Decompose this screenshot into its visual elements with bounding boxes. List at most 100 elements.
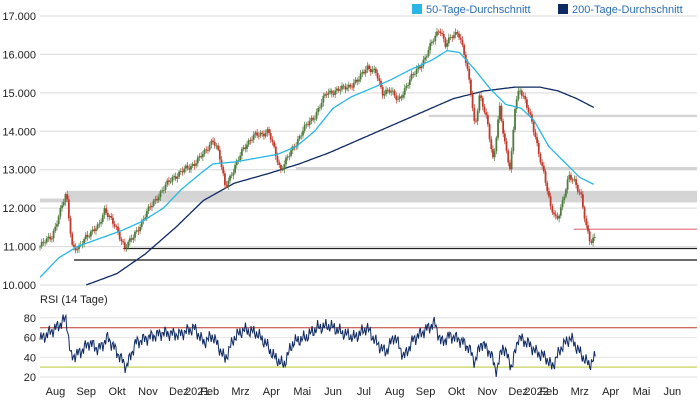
candle-body	[470, 79, 472, 95]
rsi-title: RSI (14 Tage)	[40, 294, 108, 306]
candle-body	[88, 236, 91, 238]
candle-body	[542, 165, 545, 172]
x-tick-label: Okt	[448, 386, 465, 398]
candle-body	[459, 37, 462, 40]
legend-swatch	[412, 4, 422, 14]
candle-body	[592, 237, 594, 243]
candle-body	[385, 89, 387, 95]
candle-body	[388, 89, 391, 93]
candle-body	[120, 239, 123, 242]
candle-body	[581, 194, 584, 208]
candle-body	[324, 94, 326, 96]
candle-body	[242, 147, 245, 150]
candle-body	[580, 192, 583, 195]
candle-body	[86, 234, 89, 237]
candle-body	[171, 177, 174, 182]
candle-body	[503, 133, 506, 142]
candle-body	[283, 164, 286, 170]
rsi-y-tick-label: 60	[24, 333, 36, 345]
price-y-tick-label: 11.000	[3, 242, 36, 254]
candle-body	[130, 238, 133, 240]
candle-body	[444, 38, 447, 47]
candle-body	[83, 239, 86, 245]
x-tick-label: Apr	[602, 386, 619, 398]
candle-body	[525, 99, 528, 108]
candle-body	[286, 156, 289, 158]
x-tick-label: Okt	[109, 386, 126, 398]
candle-body	[113, 223, 116, 227]
candle-body	[335, 88, 338, 91]
candle-body	[315, 112, 318, 119]
candle-body	[278, 162, 281, 165]
candle-body	[54, 226, 57, 231]
price-y-tick-label: 17.000	[2, 11, 36, 23]
candle-body	[73, 244, 75, 247]
candle-body	[515, 99, 518, 110]
candle-body	[205, 149, 208, 151]
x-tick-label: Mrz	[231, 386, 249, 398]
candle-body	[590, 241, 593, 243]
candle-body	[154, 199, 157, 201]
candle-body	[381, 87, 384, 96]
candle-body	[480, 95, 482, 98]
candle-body	[461, 39, 464, 46]
ma50-line	[39, 49, 594, 278]
candle-body	[191, 164, 194, 167]
candle-body	[517, 90, 520, 100]
candle-body	[519, 90, 522, 92]
candle-body	[424, 57, 427, 60]
candle-body	[358, 79, 360, 82]
candle-body	[261, 132, 264, 134]
candle-body	[320, 102, 323, 108]
candle-body	[186, 165, 189, 169]
candle-body	[537, 143, 540, 154]
candle-body	[106, 212, 109, 218]
candle-body	[213, 141, 216, 146]
candle-body	[50, 238, 53, 240]
candle-body	[509, 162, 511, 170]
candle-body	[441, 33, 443, 34]
candle-body	[420, 65, 423, 69]
candle-body	[247, 140, 250, 145]
candle-body	[240, 149, 243, 156]
x-tick-label: 2022	[524, 386, 548, 398]
candle-body	[346, 87, 348, 90]
candle-body	[263, 133, 265, 137]
candle-body	[427, 50, 430, 57]
candle-body	[313, 118, 316, 120]
support-band	[40, 198, 697, 203]
candle-body	[176, 176, 179, 179]
x-tick-label: Jul	[357, 386, 371, 398]
candle-body	[593, 236, 596, 238]
candle-body	[527, 107, 530, 113]
candle-body	[497, 119, 499, 138]
candle-body	[281, 169, 284, 171]
candle-body	[344, 86, 347, 90]
x-tick-label: Aug	[46, 386, 66, 398]
legend-label: 50-Tage-Durchschnitt	[426, 4, 531, 16]
candle-body	[139, 226, 141, 232]
candle-body	[108, 215, 111, 218]
candle-body	[425, 56, 428, 58]
candle-body	[576, 184, 579, 192]
candle-body	[565, 189, 567, 197]
candle-body	[419, 66, 421, 69]
candle-body	[208, 144, 211, 151]
candle-body	[478, 95, 481, 111]
candle-body	[200, 156, 203, 158]
price-y-tick-label: 12.000	[2, 203, 36, 215]
x-tick-label: Dez	[169, 386, 189, 398]
candle-body	[446, 43, 449, 47]
candle-body	[305, 124, 308, 126]
candle-body	[505, 141, 508, 151]
candle-body	[363, 71, 365, 74]
candle-body	[251, 139, 253, 141]
candle-body	[276, 156, 279, 163]
candle-body	[71, 233, 74, 245]
candle-body	[42, 241, 45, 243]
candle-body	[434, 35, 437, 41]
candle-body	[207, 150, 209, 151]
candle-body	[556, 215, 559, 219]
candle-body	[93, 229, 96, 232]
candle-body	[173, 176, 175, 178]
